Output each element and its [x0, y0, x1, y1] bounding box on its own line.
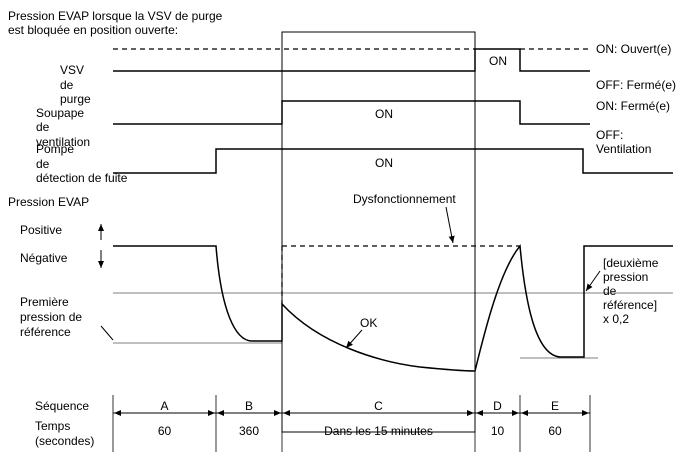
diagram-title-line-1: Pression EVAP lorsque la VSV de purge — [8, 9, 223, 23]
sequence-step-d: D — [493, 399, 502, 413]
sequence-arrowhead — [217, 410, 224, 416]
ok-arrow — [345, 329, 363, 349]
negative-label: Négative — [20, 251, 68, 265]
vsv-d-on-label: ON — [489, 54, 507, 68]
pompe-on-label: ON — [375, 156, 393, 170]
vsv-on-state: ON: Ouvert(e) — [596, 42, 671, 56]
sequence-time-b: 360 — [239, 424, 259, 438]
sequence-ticks — [112, 395, 591, 452]
soupape-label-3: ventilation — [36, 135, 90, 149]
vsv-off-state: OFF: Fermé(e) — [596, 78, 676, 92]
sequence-time-d: 10 — [491, 424, 505, 438]
sequence-step-b: B — [245, 399, 253, 413]
evap-pressure-curve — [113, 244, 673, 372]
pompe-signal — [113, 148, 673, 174]
vsv-label-1: VSV — [60, 63, 84, 77]
time-label-2: (secondes) — [35, 434, 94, 448]
sequence-arrowhead — [467, 410, 474, 416]
sequence-arrowhead — [283, 410, 290, 416]
sequence-time-a: 60 — [158, 424, 172, 438]
dysfonctionnement-label: Dysfonctionnement — [353, 192, 456, 206]
pompe-label-2: de — [36, 157, 50, 171]
deuxieme-label-4: référence] — [603, 298, 657, 312]
dysfonctionnement-arrow — [445, 206, 455, 244]
premiere-label-2: pression de — [20, 310, 82, 324]
vsv-label-3: purge — [60, 92, 91, 106]
ok-label: OK — [360, 316, 377, 330]
sequence-labels: A 60 B 360 C Dans les 15 minutes D 10 E 60 — [158, 399, 562, 438]
premiere-leader — [100, 325, 114, 341]
pompe-label-1: Pompe — [36, 142, 74, 156]
sequence-step-c: C — [374, 399, 383, 413]
time-label-1: Temps — [35, 419, 70, 433]
sequence-arrowhead — [512, 410, 519, 416]
soupape-label-2: de — [36, 120, 50, 134]
soupape-signal — [113, 100, 590, 125]
sequence-step-a: A — [160, 399, 168, 413]
sequence-arrowhead — [274, 410, 281, 416]
deuxieme-arrow — [585, 270, 601, 292]
sequence-step-e: E — [551, 399, 559, 413]
sequence-arrowhead — [582, 410, 589, 416]
soupape-on-state: ON: Fermé(e) — [596, 99, 670, 113]
soupape-off-state-2: Ventilation — [596, 142, 651, 156]
sequence-arrowhead — [476, 410, 483, 416]
period-c-box — [281, 31, 476, 433]
diagram-title-line-2: est bloquée en position ouverte: — [8, 23, 178, 37]
positive-label: Positive — [20, 223, 62, 237]
premiere-label-3: référence — [20, 325, 71, 339]
soupape-off-state-1: OFF: — [596, 128, 623, 142]
pompe-label-3: détection de fuite — [36, 171, 128, 185]
vsv-signal — [113, 48, 590, 72]
sequence-label: Séquence — [35, 399, 89, 413]
deuxieme-label-2: pression — [603, 270, 648, 284]
deuxieme-label-1: [deuxième — [603, 256, 659, 270]
sequence-arrows — [114, 410, 589, 416]
vsv-label-2: de — [60, 78, 74, 92]
sequence-time-e: 60 — [548, 424, 562, 438]
sequence-arrowhead — [208, 410, 215, 416]
sequence-time-c: Dans les 15 minutes — [324, 424, 433, 438]
evap-label: Pression EVAP — [8, 195, 89, 209]
sequence-arrowhead — [114, 410, 121, 416]
sequence-arrowhead — [521, 410, 528, 416]
soupape-label-1: Soupape — [36, 106, 84, 120]
deuxieme-label-3: de — [603, 284, 617, 298]
premiere-label-1: Première — [20, 295, 69, 309]
deuxieme-label-5: x 0,2 — [603, 312, 629, 326]
soupape-on-label: ON — [375, 107, 393, 121]
